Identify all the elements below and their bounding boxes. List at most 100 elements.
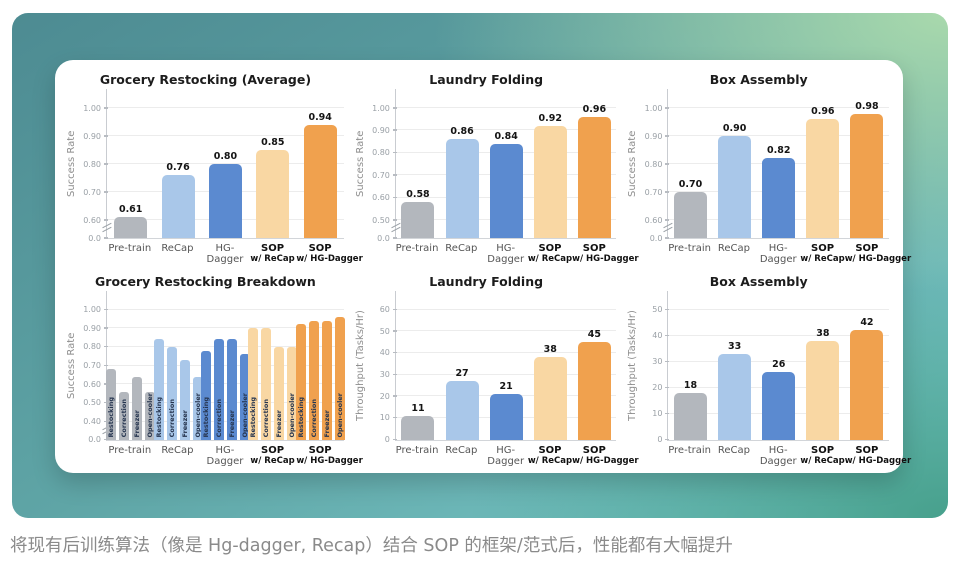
x-tick-label: ReCap bbox=[439, 441, 483, 469]
chart-title: Laundry Folding bbox=[429, 72, 544, 87]
bar-group: Restocking Correction Freezer Open-cooler bbox=[248, 328, 298, 440]
y-tick-label: 0.60 bbox=[372, 193, 390, 203]
bar bbox=[673, 192, 707, 238]
y-tick-label: 0.60 bbox=[83, 379, 101, 389]
chart-body: Success Rate 0.0 0.40 0.50 0.60 0.70 0.80 0.90… bbox=[65, 290, 346, 444]
tick-mark bbox=[104, 191, 108, 193]
x-axis-labels: Pre-train ReCap HG-Dagger SOP w/ ReCap SOP w/ … bbox=[626, 441, 911, 469]
bar-inner-label-wrap: Restocking bbox=[154, 397, 164, 438]
grid-line bbox=[107, 420, 344, 422]
tick-mark bbox=[392, 395, 397, 397]
y-tick-label: 0.50 bbox=[83, 398, 101, 408]
x-tick-label-line1: Pre-train bbox=[108, 444, 152, 456]
tick-mark bbox=[665, 219, 670, 221]
bar-inner-label: Correction bbox=[120, 399, 129, 438]
tick-mark bbox=[392, 219, 397, 221]
tick-mark bbox=[104, 219, 108, 221]
x-tick-label: SOP w/ HG-Dagger bbox=[296, 441, 362, 469]
x-tick-label-line1: SOP bbox=[582, 243, 606, 254]
x-tick-label-line1: Pre-train bbox=[395, 444, 439, 456]
plot-wrap: 0 10 20 30 40 50 18 33 26 38 42 bbox=[640, 290, 891, 444]
x-tick-label: SOP w/ HG-Dagger bbox=[572, 239, 638, 267]
bar-slot: 0.58 bbox=[396, 89, 440, 238]
tick-mark bbox=[392, 308, 397, 310]
bar-value-label: 0.98 bbox=[855, 100, 879, 112]
y-tick-label: 0.60 bbox=[83, 215, 101, 225]
bar-inner-label-wrap: Correction bbox=[119, 399, 129, 437]
x-tick-label-line1: SOP bbox=[308, 444, 332, 456]
bar-inner-label-wrap: Restocking bbox=[248, 397, 258, 438]
bar-slot: Restocking Correction Freezer Open-cooler bbox=[248, 291, 298, 440]
grid-line bbox=[107, 327, 344, 329]
figure-caption: 将现有后训练算法（像是 Hg-dagger, Recap）结合 SOP 的框架/… bbox=[10, 536, 733, 556]
x-tick-label: ReCap bbox=[154, 441, 202, 469]
chart-body: Success Rate 0.0 0.60 0.70 0.80 0.90 1.00 0.7… bbox=[626, 89, 891, 243]
chart-title: Laundry Folding bbox=[429, 273, 544, 289]
tick-mark bbox=[665, 163, 670, 165]
x-tick-label: SOP w/ ReCap bbox=[249, 441, 297, 469]
tick-mark bbox=[392, 237, 397, 239]
x-tick-label-line1: HG-Dagger bbox=[759, 243, 797, 265]
y-tick-label: 0.0 bbox=[88, 233, 101, 243]
bar-slot: 38 bbox=[528, 291, 572, 440]
y-tick-label: 0.70 bbox=[644, 187, 663, 197]
y-axis-label: Success Rate bbox=[66, 332, 77, 399]
bars-row: 0.58 0.86 0.84 0.92 0.96 bbox=[396, 89, 617, 238]
bar-slot: 0.80 bbox=[202, 89, 249, 238]
x-tick-label: Pre-train bbox=[106, 239, 154, 267]
bar bbox=[489, 143, 523, 238]
tick-mark bbox=[392, 330, 397, 332]
bar bbox=[208, 164, 242, 238]
x-tick-label: ReCap bbox=[712, 441, 756, 469]
bar-inner-label: Open-cooler bbox=[335, 392, 344, 438]
x-axis-labels: Pre-train ReCap HG-Dagger SOP w/ ReCap SOP w/ … bbox=[354, 239, 639, 267]
chart-box-assembly-success: Box Assembly Success Rate 0.0 0.60 0.70 0.8… bbox=[622, 68, 911, 270]
plot-wrap: 0 10 20 30 40 50 60 11 27 21 38 45 bbox=[368, 290, 619, 444]
y-tick-label: 0.50 bbox=[372, 215, 390, 225]
x-tick-label: SOP w/ ReCap bbox=[249, 239, 297, 267]
bar-value-label: 0.86 bbox=[450, 126, 474, 138]
bars-row: 18 33 26 38 42 bbox=[668, 291, 889, 440]
y-tick-label: 20 bbox=[652, 383, 663, 392]
x-tick-label: SOP w/ HG-Dagger bbox=[572, 441, 638, 469]
bar-inner-label: Correction bbox=[214, 399, 223, 438]
bar-slot: 11 bbox=[396, 291, 440, 440]
bar-inner-label: Correction bbox=[167, 399, 176, 438]
bar-inner-label: Freezer bbox=[227, 410, 236, 438]
x-tick-label-line1: HG-Dagger bbox=[487, 444, 525, 467]
y-tick-label: 30 bbox=[652, 357, 663, 366]
bar-slot: 0.98 bbox=[845, 89, 889, 238]
grid-line bbox=[395, 351, 617, 353]
x-tick-label-line1: ReCap bbox=[161, 444, 194, 456]
x-tick-label-line1: SOP bbox=[855, 444, 879, 456]
y-tick-label: 0.0 bbox=[88, 435, 101, 444]
y-tick-label: 0.0 bbox=[649, 233, 663, 243]
bar-inner-label: Correction bbox=[309, 399, 318, 438]
grid-line bbox=[107, 135, 344, 136]
chart-body: Success Rate 0.0 0.60 0.70 0.80 0.90 1.00 0.6… bbox=[65, 89, 346, 243]
bar-value-label: 38 bbox=[816, 327, 830, 339]
bar: Correction bbox=[119, 391, 130, 440]
bar-inner-label: Correction bbox=[262, 399, 271, 438]
bar-inner-label: Freezer bbox=[133, 410, 142, 438]
x-tick-label-line1: ReCap bbox=[445, 444, 478, 456]
bar-inner-label-wrap: Freezer bbox=[227, 410, 237, 437]
bar: Open-cooler bbox=[287, 346, 298, 440]
tick-mark bbox=[665, 135, 670, 137]
tick-mark bbox=[104, 345, 108, 348]
bar-slot: Restocking Correction Freezer Open-cooler bbox=[200, 291, 250, 440]
y-tick-label: 10 bbox=[379, 413, 390, 423]
y-axis-ticks: 0 10 20 30 40 50 bbox=[640, 291, 667, 444]
bar-value-label: 0.85 bbox=[261, 137, 285, 148]
x-tick-label-line2: w/ ReCap bbox=[527, 254, 573, 264]
y-axis-ticks: 0 10 20 30 40 50 60 bbox=[368, 291, 395, 444]
y-axis-label: Throughput (Tasks/Hr) bbox=[627, 310, 639, 421]
tick-mark bbox=[392, 351, 397, 354]
tick-mark bbox=[104, 383, 108, 385]
bar-inner-label: Restocking bbox=[154, 396, 163, 438]
bar-inner-label-wrap: Freezer bbox=[132, 410, 142, 437]
tick-mark bbox=[392, 174, 397, 176]
y-tick-label: 1.00 bbox=[83, 103, 101, 113]
tick-mark bbox=[392, 196, 397, 199]
